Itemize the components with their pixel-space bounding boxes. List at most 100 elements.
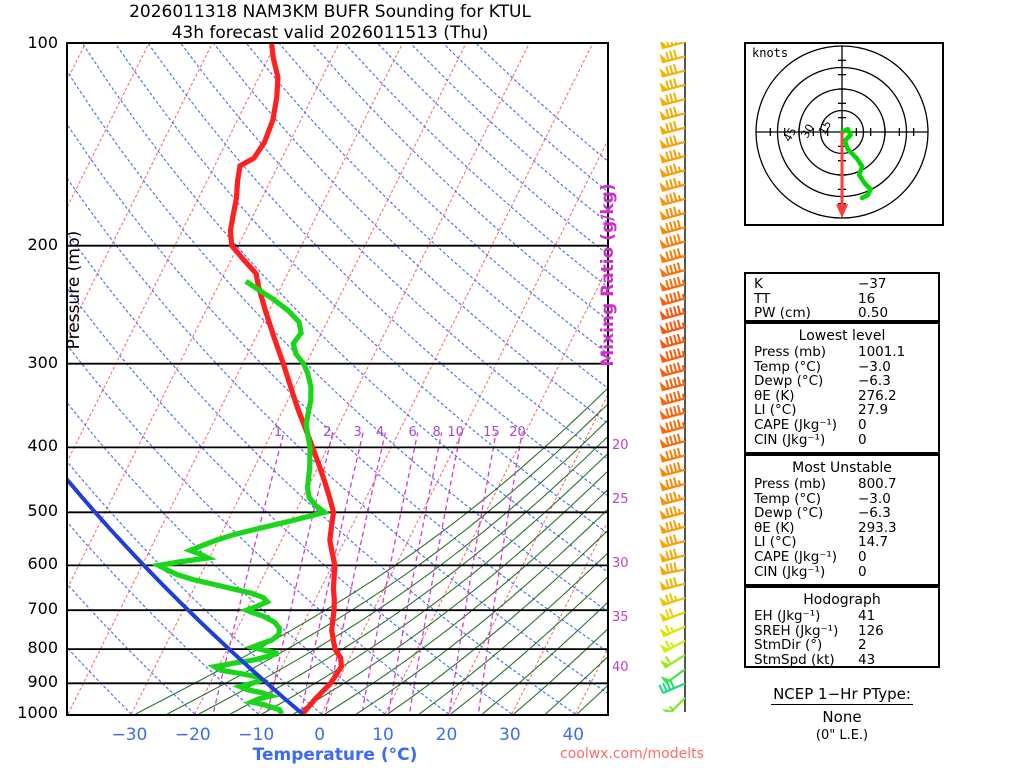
stat-key: TT [754, 290, 771, 307]
skewt-diagram [66, 42, 609, 716]
stat-key: CIN (Jkg⁻¹) [754, 431, 826, 448]
stat-value: 0 [858, 416, 867, 433]
stat-value: 27.9 [858, 402, 889, 419]
stat-key: EH (Jkg⁻¹) [754, 608, 821, 624]
mixing-ratio-axis-title: Mixing Ratio (g/kg) [598, 183, 618, 367]
stability-indices-panel: K −37 TT 16 PW (cm) 0.50 [744, 272, 940, 322]
hodograph-stats-heading: Hodograph [803, 592, 881, 608]
stat-key: PW (cm) [754, 305, 811, 322]
stat-value: 800.7 [858, 476, 897, 492]
ptype-title: NCEP 1−Hr PType: [771, 685, 913, 705]
temperature-tick-20: 20 [435, 725, 458, 745]
mixing-ratio-label-3: 3 [353, 425, 362, 440]
stat-value: 276.2 [858, 387, 897, 404]
pressure-tick-800: 800 [27, 638, 58, 658]
stat-row: TT 16 [746, 290, 938, 307]
stat-row: K −37 [746, 277, 938, 292]
mixing-ratio-label-1: 1 [273, 425, 283, 440]
pressure-tick-300: 300 [27, 352, 58, 372]
stat-key: CAPE (Jkg⁻¹) [754, 548, 838, 565]
wind-barb-column [655, 36, 735, 736]
most-unstable-heading: Most Unstable [792, 460, 892, 476]
skewt-canvas [68, 44, 607, 714]
stat-row: Dewp (°C) −6.3 [746, 506, 938, 521]
most-unstable-panel: Most Unstable Press (mb) 800.7 Temp (°C) −3.… [744, 454, 940, 586]
mixing-ratio-label-20: 20 [509, 425, 526, 440]
stat-value: 16 [858, 290, 876, 307]
stat-value: 0.50 [858, 305, 889, 322]
stat-value: 0 [858, 431, 867, 448]
mixing-ratio-axis-value-30: 30 [612, 556, 629, 571]
temperature-tick-10: 10 [372, 725, 394, 745]
svg-text:30: 30 [799, 122, 817, 141]
stat-value: 0 [858, 563, 867, 580]
stat-key: LI (°C) [754, 534, 797, 551]
ptype-value: None [822, 708, 862, 726]
stat-value: −6.3 [858, 505, 891, 522]
stat-key: Temp (°C) [754, 358, 821, 375]
pressure-tick-400: 400 [27, 436, 58, 456]
stat-key: Press (mb) [754, 476, 827, 492]
stat-key: θE (K) [754, 387, 795, 404]
ptype-liquid-equivalent: (0" L.E.) [815, 728, 869, 743]
watermark: coolwx.com/modelts [560, 746, 704, 762]
stat-row: Press (mb) 1001.1 [746, 345, 938, 360]
stat-value: 41 [858, 608, 876, 624]
stat-value: 14.7 [858, 534, 889, 551]
mixing-ratio-label-15: 15 [483, 425, 500, 440]
stat-key: LI (°C) [754, 402, 797, 419]
stat-row: LI (°C) 27.9 [746, 403, 938, 418]
stat-row: CAPE (Jkg⁻¹) 0 [746, 418, 938, 433]
stat-row: EH (Jkg⁻¹) 41 [746, 609, 938, 624]
stat-key: Temp (°C) [754, 490, 821, 507]
stat-key: θE (K) [754, 519, 795, 536]
stat-row: StmDir (°) 2 [746, 638, 938, 653]
mixing-ratio-label-8: 8 [432, 425, 441, 440]
stat-row: Temp (°C) −3.0 [746, 358, 938, 375]
stat-value: 126 [858, 622, 884, 639]
pressure-tick-500: 500 [27, 501, 58, 521]
stat-row: StmSpd (kt) 43 [746, 653, 938, 668]
lowest-level-panel: Lowest level Press (mb) 1001.1 Temp (°C) −3.… [744, 322, 940, 454]
stat-value: 0 [858, 548, 867, 565]
hodograph: 15 30 45 knots [744, 42, 944, 226]
stat-value: −3.0 [858, 490, 891, 507]
stat-key: Press (mb) [754, 344, 827, 360]
pressure-tick-600: 600 [27, 554, 58, 574]
stat-value: 2 [858, 637, 867, 654]
stat-value: 1001.1 [858, 344, 906, 360]
temperature-tick--20: −20 [174, 725, 211, 745]
stat-value: −3.0 [858, 358, 891, 375]
temperature-tick-40: 40 [562, 725, 585, 745]
stat-key: Dewp (°C) [754, 373, 824, 390]
pressure-tick-1000: 1000 [17, 703, 58, 722]
mixing-ratio-label-4: 4 [375, 425, 385, 440]
stat-value: −37 [858, 276, 887, 292]
stat-row: θE (K) 293.3 [746, 521, 938, 536]
title-line-2: 43h forecast valid 2026011513 (Thu) [171, 23, 489, 43]
mixing-ratio-label-10: 10 [447, 425, 464, 440]
mixing-ratio-axis-value-35: 35 [612, 610, 629, 625]
stat-key: CAPE (Jkg⁻¹) [754, 416, 838, 433]
pressure-tick-100: 100 [27, 33, 58, 52]
stat-row: Dewp (°C) −6.3 [746, 374, 938, 389]
wind-barb-canvas [658, 36, 687, 736]
stat-row: θE (K) 276.2 [746, 389, 938, 404]
stat-key: SREH (Jkg⁻¹) [754, 622, 839, 639]
chart-title: 2026011318 NAM3KM BUFR Sounding for KTUL… [0, 2, 660, 44]
stat-row: CIN (Jkg⁻¹) 0 [746, 563, 938, 580]
stat-value: 43 [858, 651, 876, 668]
stat-key: CIN (Jkg⁻¹) [754, 563, 826, 580]
stat-row: CIN (Jkg⁻¹) 0 [746, 431, 938, 448]
pressure-tick-900: 900 [27, 672, 58, 692]
stat-key: StmSpd (kt) [754, 651, 835, 668]
hodograph-units-label: knots [752, 46, 789, 60]
stat-row: Temp (°C) −3.0 [746, 490, 938, 507]
stat-value: −6.3 [858, 373, 891, 390]
svg-text:15: 15 [816, 118, 834, 137]
stat-key: K [754, 276, 763, 292]
stat-key: StmDir (°) [754, 637, 823, 654]
stat-row: SREH (Jkg⁻¹) 126 [746, 622, 938, 639]
stat-row: PW (cm) 0.50 [746, 306, 938, 321]
stat-row: Press (mb) 800.7 [746, 477, 938, 492]
